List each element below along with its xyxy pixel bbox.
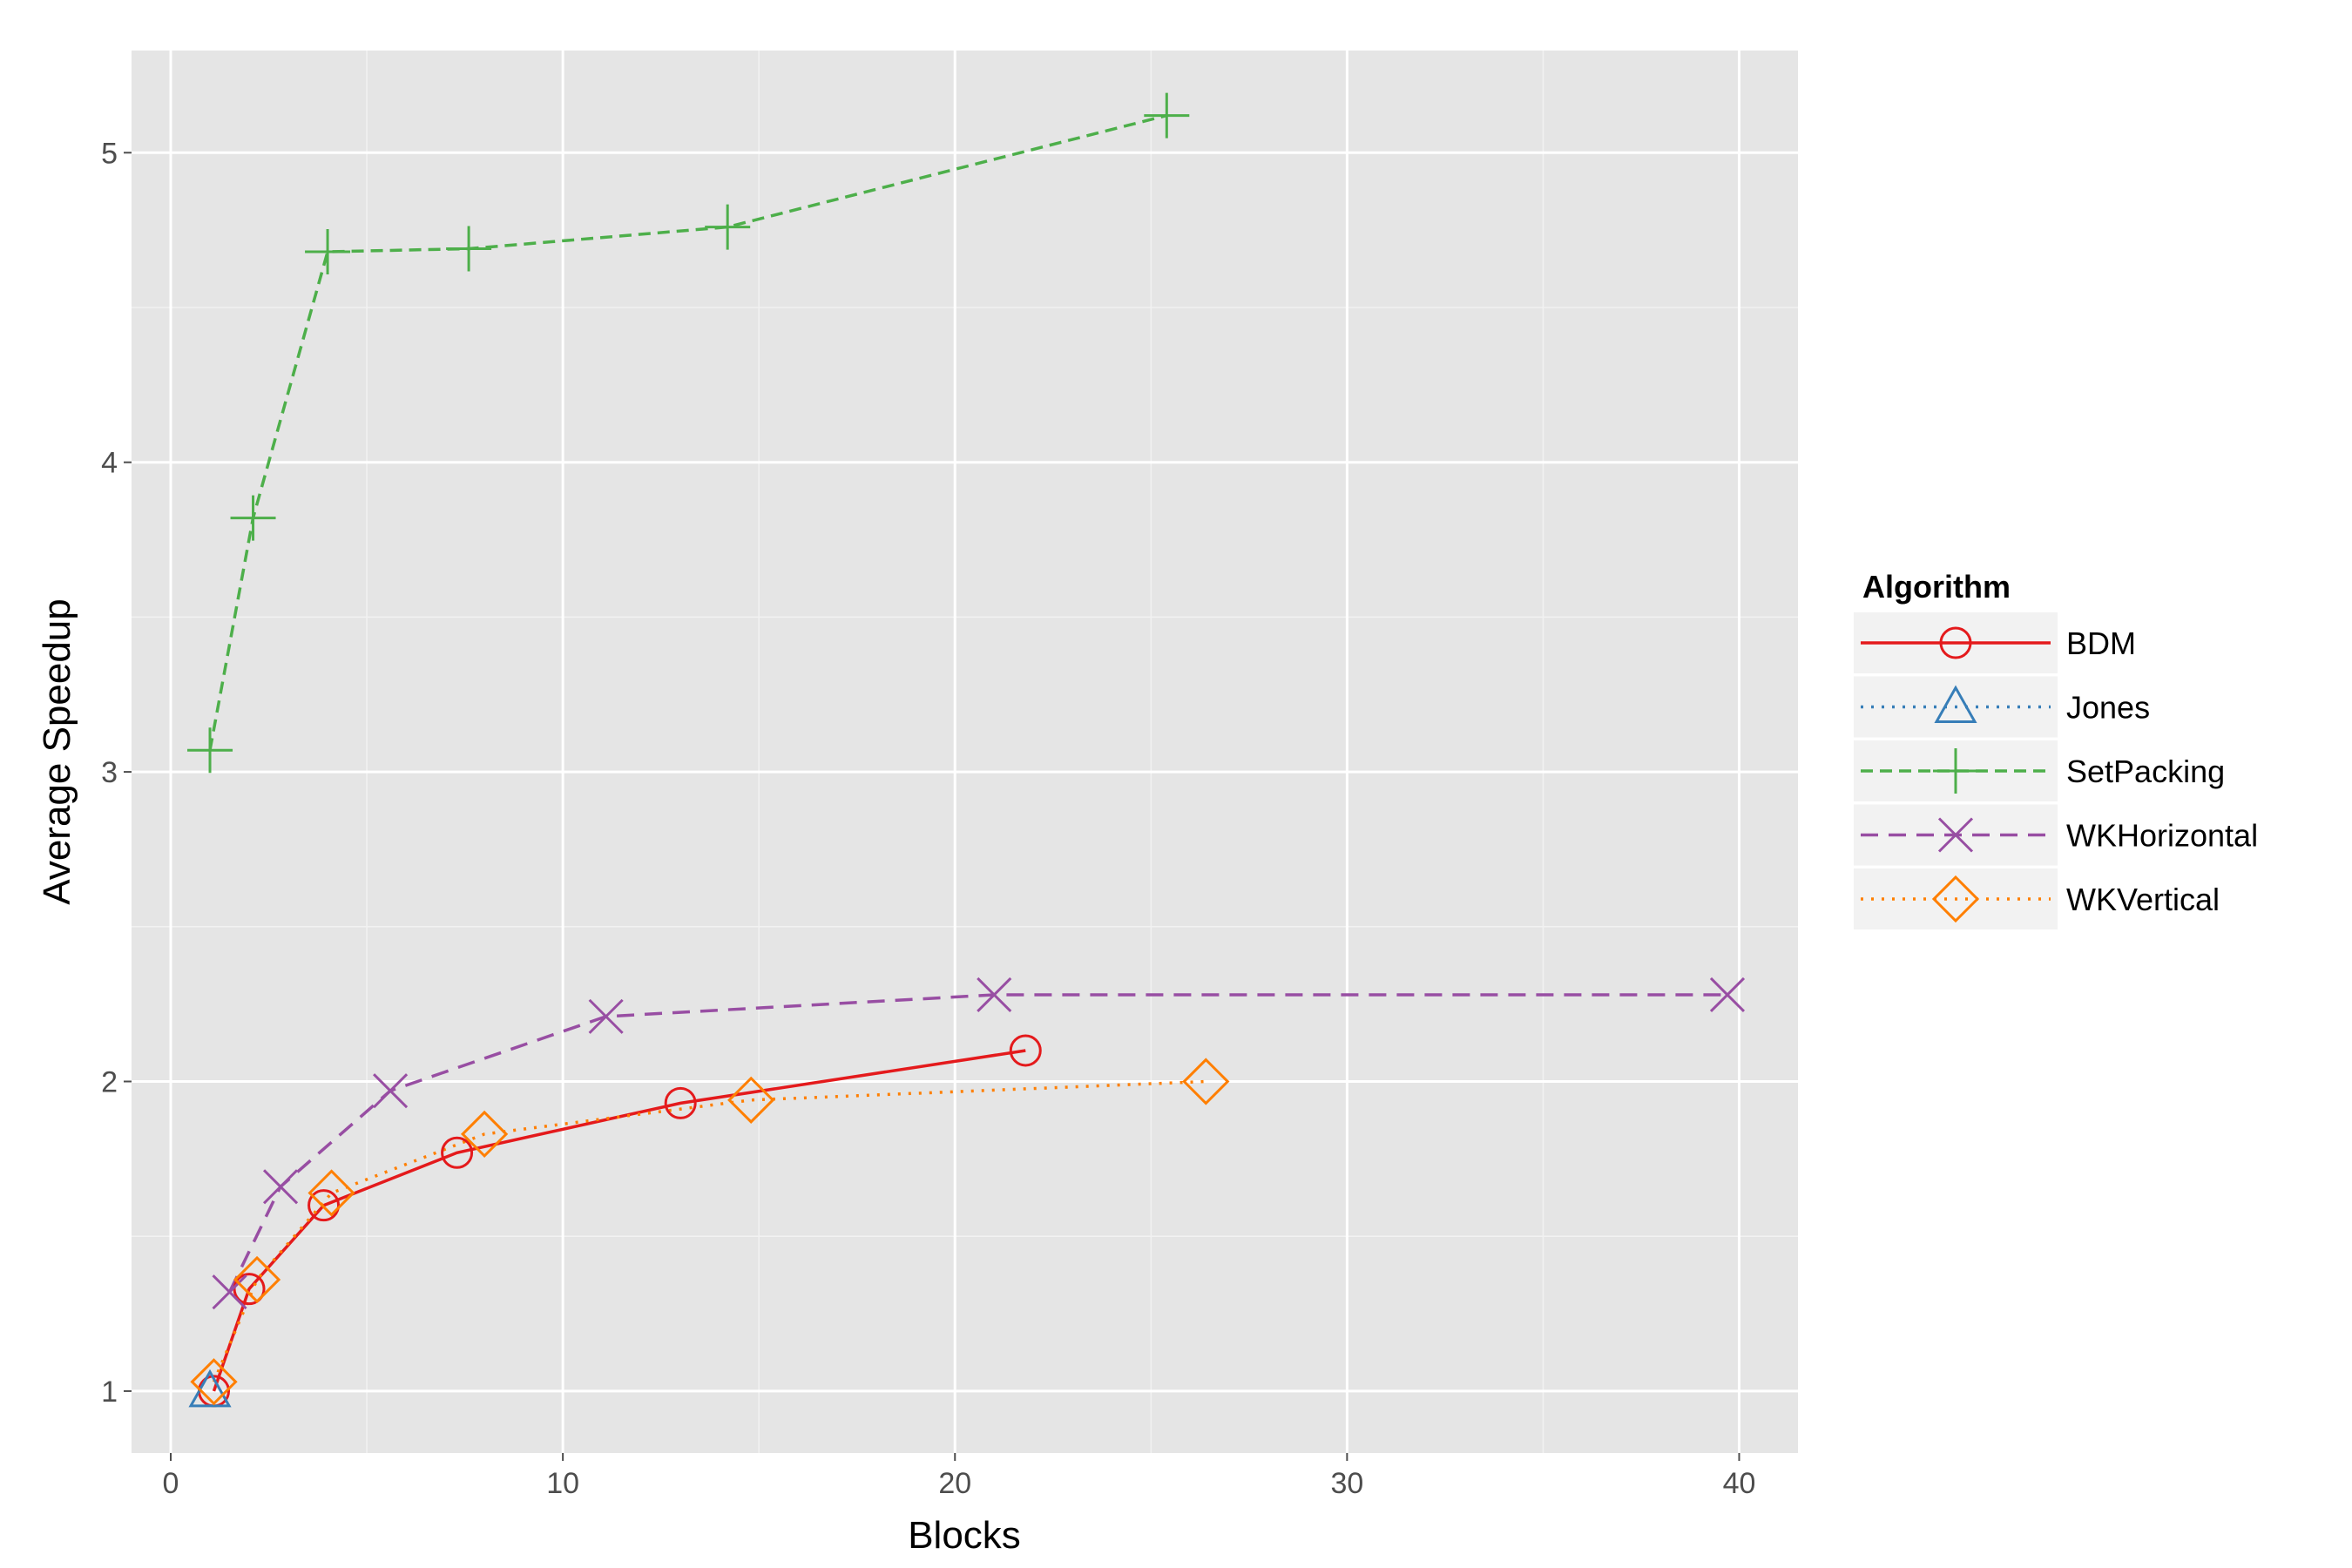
legend-item-wkhorizontal: WKHorizontal: [1854, 804, 2258, 866]
legend-marker-bdm: [1939, 626, 1972, 659]
legend-label-jones: Jones: [2066, 690, 2150, 726]
data-point-bdm: [1009, 1034, 1042, 1067]
y-tick-label: 1: [101, 1375, 118, 1409]
legend-item-setpacking: SetPacking: [1854, 740, 2225, 801]
data-point-setpacking: [187, 727, 233, 774]
legend-item-bdm: BDM: [1854, 612, 2136, 673]
legend-marker-jones: [1934, 685, 1977, 723]
legend-label-setpacking: SetPacking: [2066, 754, 2225, 789]
series-line-wkvertical: [212, 1079, 1206, 1382]
data-point-wkvertical: [727, 1076, 775, 1124]
y-tick-label: 5: [101, 137, 118, 170]
data-point-wkhorizontal: [977, 977, 1012, 1013]
data-point-wkvertical: [233, 1255, 281, 1304]
x-axis: 0 10 20 30 40: [163, 1453, 1756, 1500]
grid-major: [132, 51, 1798, 1453]
y-axis-title: Average Speedup: [36, 598, 78, 904]
y-axis: 1 2 3 4 5: [101, 137, 132, 1409]
legend-item-jones: Jones: [1854, 676, 2150, 738]
data-point-wkhorizontal: [588, 998, 624, 1034]
data-point-setpacking: [705, 204, 751, 250]
data-point-wkhorizontal: [373, 1073, 409, 1109]
series-markers: [187, 92, 1746, 1408]
data-point-wkvertical: [1182, 1058, 1230, 1105]
data-point-wkhorizontal: [1709, 977, 1746, 1013]
data-point-setpacking: [1144, 92, 1190, 139]
data-point-wkvertical: [308, 1169, 355, 1217]
y-tick-label: 3: [101, 756, 118, 789]
series-line-setpacking: [208, 113, 1167, 751]
legend-label-wkhorizontal: WKHorizontal: [2066, 818, 2258, 854]
data-point-setpacking: [305, 229, 351, 275]
x-tick-label: 30: [1330, 1467, 1363, 1500]
legend-marker-setpacking: [1933, 748, 1978, 794]
legend-label-bdm: BDM: [2066, 625, 2136, 661]
legend-item-wkvertical: WKVertical: [1854, 868, 2220, 929]
x-tick-label: 10: [546, 1467, 579, 1500]
grid-minor: [132, 51, 1798, 1453]
legend: Algorithm BDM Jones SetPacking WKHorizontal…: [1854, 569, 2258, 929]
data-point-setpacking: [446, 226, 492, 272]
data-point-wkhorizontal: [262, 1169, 299, 1205]
series-line-wkhorizontal: [227, 993, 1727, 1293]
y-tick-label: 2: [101, 1066, 118, 1099]
y-tick-label: 4: [101, 447, 118, 480]
x-axis-title: Blocks: [908, 1514, 1021, 1557]
legend-items: BDM Jones SetPacking WKHorizontal WKVertical: [1854, 612, 2258, 929]
data-point-setpacking: [230, 495, 276, 541]
plot-panel: [132, 51, 1798, 1453]
legend-label-wkvertical: WKVertical: [2066, 882, 2220, 917]
x-tick-label: 20: [938, 1467, 971, 1500]
data-point-bdm: [441, 1136, 474, 1169]
legend-marker-wkvertical: [1931, 875, 1980, 923]
data-point-wkvertical: [460, 1110, 509, 1159]
x-tick-label: 40: [1723, 1467, 1756, 1500]
data-point-wkvertical: [190, 1358, 238, 1406]
data-point-bdm: [664, 1086, 697, 1119]
x-tick-label: 0: [163, 1467, 179, 1500]
legend-marker-wkhorizontal: [1937, 817, 1974, 853]
legend-title: Algorithm: [1862, 569, 2011, 605]
data-point-bdm: [308, 1189, 341, 1222]
data-point-wkhorizontal: [212, 1274, 247, 1310]
